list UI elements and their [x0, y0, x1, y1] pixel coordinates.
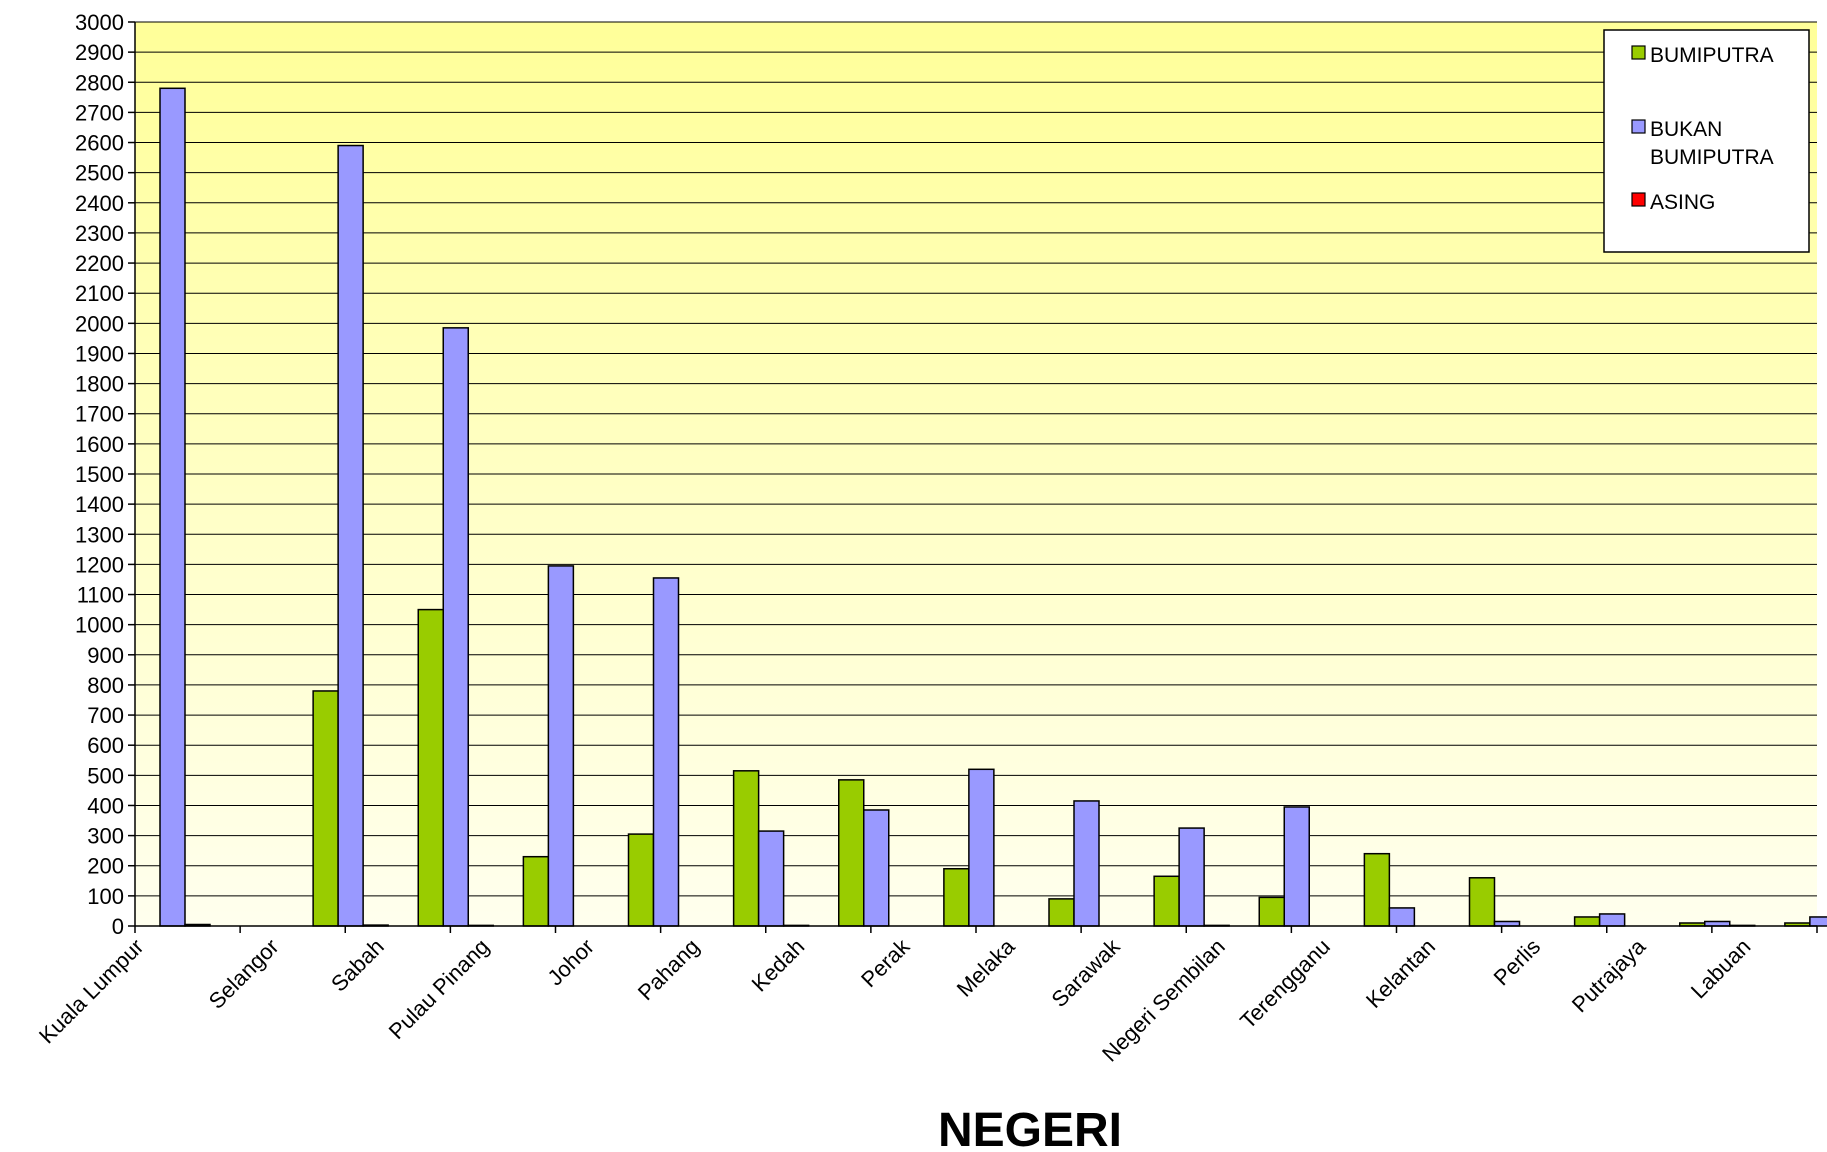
x-tick-label: Kuala Lumpur — [34, 934, 149, 1049]
bar-bumiputra — [1258, 896, 1285, 927]
x-tick-label: Kelantan — [1361, 934, 1440, 1013]
x-tick-label: Perlis — [1489, 934, 1546, 991]
x-tick-label: Sabah — [326, 934, 389, 997]
y-tick-label: 0 — [112, 914, 124, 939]
y-tick-label: 1700 — [75, 402, 124, 427]
legend-label: BUKAN — [1650, 118, 1722, 141]
bar-bukan-bumiputra — [757, 830, 785, 927]
bar-bukan-bumiputra — [1178, 827, 1205, 927]
bar-bukan-bumiputra — [337, 144, 364, 927]
bar-bukan-bumiputra — [863, 809, 890, 927]
y-tick-label: 2400 — [75, 191, 124, 216]
y-tick-label: 1800 — [75, 372, 124, 397]
bar-bukan-bumiputra — [1073, 800, 1100, 927]
bar-bumiputra — [627, 833, 655, 927]
x-tick-label: Selangor — [204, 934, 284, 1014]
bar-bumiputra — [943, 867, 970, 927]
legend-box — [1603, 29, 1810, 253]
bar-bukan-bumiputra — [442, 327, 469, 927]
y-tick-label: 500 — [87, 763, 124, 788]
y-tick-label: 1100 — [77, 583, 124, 608]
x-tick-label: Johor — [542, 934, 599, 991]
bar-bumiputra — [1573, 916, 1601, 927]
x-tick-label: Kedah — [747, 934, 810, 997]
y-tick-label: 800 — [87, 673, 124, 698]
legend-swatch-bukan-bumiputra — [1631, 119, 1646, 134]
y-tick-label: 900 — [87, 643, 124, 668]
x-tick-label: Terengganu — [1235, 934, 1335, 1034]
axes — [128, 21, 1818, 933]
y-tick-label: 1900 — [75, 341, 124, 366]
bar-bumiputra — [1468, 877, 1496, 927]
bars — [159, 87, 1827, 927]
y-tick-label: 2000 — [75, 311, 124, 336]
bar-bukan-bumiputra — [1283, 806, 1310, 927]
y-tick-label: 2200 — [75, 251, 124, 276]
x-tick-label: Perak — [856, 933, 915, 992]
bar-bukan-bumiputra — [159, 87, 186, 927]
x-tick-label: Putrajaya — [1567, 933, 1651, 1017]
bar-bumiputra — [1363, 852, 1391, 927]
x-tick-label: Pahang — [633, 934, 704, 1005]
bar-bumiputra — [312, 690, 339, 927]
bar-bukan-bumiputra — [1388, 907, 1416, 927]
y-tick-label: 1400 — [75, 492, 124, 517]
legend: BUMIPUTRA BUKAN BUMIPUTRA ASING — [1603, 29, 1810, 253]
y-tick-label: 3000 — [75, 10, 124, 35]
bar-bumiputra — [1153, 875, 1180, 927]
y-tick-label: 600 — [87, 733, 124, 758]
y-tick-label: 1000 — [75, 613, 124, 638]
bar-bukan-bumiputra — [652, 577, 680, 927]
legend-swatch-asing — [1631, 192, 1646, 207]
y-tick-label: 2800 — [75, 70, 124, 95]
x-tick-label: Pulau Pinang — [384, 934, 494, 1044]
y-tick-label: 1300 — [75, 522, 124, 547]
legend-swatch-bumiputra — [1631, 45, 1646, 60]
y-tick-label: 2100 — [75, 281, 124, 306]
legend-label: BUMIPUTRA — [1650, 44, 1774, 67]
bar-bumiputra — [522, 855, 550, 927]
y-tick-label: 1600 — [75, 432, 124, 457]
bar-bukan-bumiputra — [1809, 916, 1827, 927]
y-tick-label: 2500 — [75, 161, 124, 186]
y-tick-label: 400 — [87, 793, 124, 818]
bar-bumiputra — [732, 770, 760, 927]
x-axis-title: NEGERI — [938, 1104, 1122, 1152]
y-tick-label: 100 — [87, 884, 124, 909]
y-tick-label: 1200 — [75, 552, 124, 577]
y-tick-label: 300 — [87, 824, 124, 849]
legend-label: ASING — [1650, 191, 1715, 214]
bar-bumiputra — [1048, 898, 1075, 927]
bar-bukan-bumiputra — [1598, 913, 1626, 927]
bar-bukan-bumiputra — [547, 565, 575, 927]
gridlines — [135, 21, 1817, 897]
y-tick-label: 2900 — [75, 40, 124, 65]
x-tick-label: Labuan — [1686, 934, 1756, 1004]
y-tick-label: 200 — [87, 854, 124, 879]
y-tick-label: 700 — [87, 703, 124, 728]
bar-bumiputra — [838, 779, 865, 927]
x-tick-label: Melaka — [952, 933, 1020, 1001]
bar-bumiputra — [417, 608, 444, 927]
y-tick-label: 1500 — [75, 462, 124, 487]
x-tick-label: Sarawak — [1046, 933, 1125, 1012]
y-tick-label: 2700 — [75, 100, 124, 125]
legend-label: BUMIPUTRA — [1650, 146, 1774, 169]
y-tick-label: 2300 — [75, 221, 124, 246]
bar-bukan-bumiputra — [968, 768, 995, 927]
y-tick-labels: 0 100 200 300 400 500 600 700 800 900 1000 1100 1200… — [75, 10, 124, 939]
y-tick-label: 2600 — [75, 131, 124, 156]
